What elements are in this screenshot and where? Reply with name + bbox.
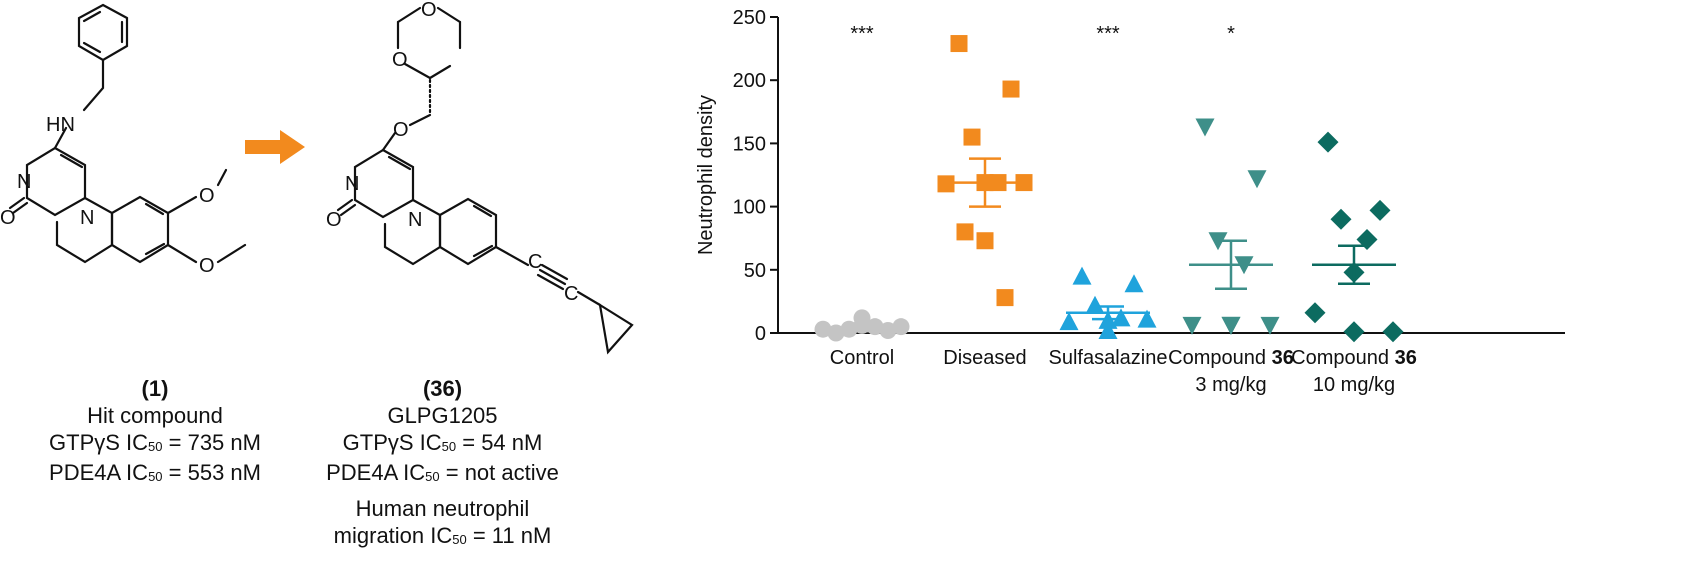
- y-tick-label: 250: [733, 7, 766, 29]
- mean-sem-bars: [820, 157, 1396, 333]
- data-point: [996, 289, 1014, 307]
- significance-marker: *: [1227, 23, 1235, 45]
- compound1-n-atom: N: [17, 171, 31, 193]
- compound36-o-atom: O: [326, 209, 342, 231]
- data-point: [963, 128, 981, 146]
- compound36-ring-o2-atom: O: [392, 49, 408, 71]
- data-point: [1343, 321, 1365, 343]
- data-point: [1317, 131, 1339, 153]
- compound1-id-label: (1): [141, 376, 169, 401]
- data-point: [1304, 302, 1326, 324]
- compound36-ring-o1-atom: O: [421, 0, 437, 21]
- compound36-caption: (36) GLPG1205 GTPγS IC50 = 54 nM PDE4A I…: [300, 375, 585, 552]
- data-point: [1330, 208, 1352, 230]
- group-label: Compound 36: [1291, 347, 1417, 369]
- data-point: [1072, 266, 1092, 285]
- compound36-alkyne-c2: C: [564, 283, 578, 305]
- compound1-ome1-atom: O: [199, 185, 215, 207]
- compound36-id-label: (36): [422, 376, 463, 401]
- y-axis-label: Neutrophil density: [695, 95, 717, 255]
- group-label-text: Compound: [1168, 347, 1271, 369]
- group-labels: *** Control Diseased *** Sulfasalazine * Compo…: [830, 23, 1417, 396]
- data-point: [1085, 295, 1105, 314]
- data-point: [1195, 118, 1215, 137]
- group-label: Control: [830, 347, 894, 369]
- significance-marker: ***: [1096, 23, 1120, 45]
- group-label-dose: 10 mg/kg: [1313, 374, 1395, 396]
- compound1-hn-atom: HN: [46, 114, 75, 136]
- compound1-assay2: PDE4A IC50 = 553 nM: [49, 460, 261, 485]
- group-label-text: Control: [830, 347, 894, 369]
- data-point: [956, 223, 974, 241]
- y-tick-label: 100: [733, 197, 766, 219]
- compound36-n2-atom: N: [408, 209, 422, 231]
- group-label-bold: 36: [1395, 347, 1417, 369]
- compound36-alkyne-c1: C: [528, 251, 542, 273]
- group-label-text: Diseased: [943, 347, 1026, 369]
- data-point: [950, 35, 968, 53]
- data-point: [1247, 170, 1267, 189]
- data-point: [1137, 309, 1157, 328]
- compound36-n-atom: N: [345, 173, 359, 195]
- compound1-benzyl-ring: [77, 3, 129, 62]
- data-point: [1260, 316, 1280, 335]
- group-label-text: Sulfasalazine: [1049, 347, 1168, 369]
- data-point: [1059, 312, 1079, 331]
- data-points: [814, 35, 1404, 343]
- compound1-ome2-atom: O: [199, 255, 215, 277]
- data-point: [1098, 320, 1118, 339]
- data-point: [879, 321, 897, 339]
- compound1-assay1: GTPγS IC50 = 735 nM: [49, 430, 261, 455]
- group-label: Sulfasalazine: [1049, 347, 1168, 369]
- data-point: [853, 309, 871, 327]
- group-label: Diseased: [943, 347, 1026, 369]
- progression-arrow: [245, 130, 305, 164]
- data-point: [937, 175, 955, 193]
- compound36-assay3-line1: Human neutrophil: [355, 496, 530, 521]
- group-label: Compound 36: [1168, 347, 1294, 369]
- y-tick-label: 0: [755, 323, 766, 345]
- compound1-n2-atom: N: [80, 207, 94, 229]
- compound36-link-o-atom: O: [393, 119, 409, 141]
- data-point: [1111, 308, 1131, 327]
- compound36-assay1: GTPγS IC50 = 54 nM: [342, 430, 543, 455]
- compound1-name: Hit compound: [87, 403, 223, 428]
- chemical-structures: HN N O N O O: [0, 0, 634, 355]
- y-tick-label: 200: [733, 70, 766, 92]
- group-label-dose: 3 mg/kg: [1195, 374, 1266, 396]
- significance-marker: ***: [850, 23, 874, 45]
- compound36-assay3: migration IC50 = 11 nM: [333, 523, 552, 548]
- group-label-text: Compound: [1291, 347, 1394, 369]
- data-point: [1002, 80, 1020, 98]
- compound36-name: GLPG1205: [387, 403, 498, 428]
- compound1-caption: (1) Hit compound GTPγS IC50 = 735 nM PDE…: [20, 375, 290, 489]
- y-tick-label: 50: [744, 260, 766, 282]
- compound36-assay2: PDE4A IC50 = not active: [326, 460, 559, 485]
- y-axis: 0 50 100 150 200 250: [733, 7, 779, 345]
- compound1-o-atom: O: [0, 207, 16, 229]
- data-point: [1382, 321, 1404, 343]
- data-point: [892, 318, 910, 336]
- data-point: [976, 232, 994, 250]
- data-point: [1124, 274, 1144, 293]
- data-point: [1182, 316, 1202, 335]
- group-label-bold: 36: [1272, 347, 1294, 369]
- y-tick-label: 150: [733, 133, 766, 155]
- data-point: [1221, 316, 1241, 335]
- data-point: [1369, 199, 1391, 221]
- neutrophil-density-chart: 0 50 100 150 200 250 *** Control Diseased *** Sul…: [695, 7, 1565, 396]
